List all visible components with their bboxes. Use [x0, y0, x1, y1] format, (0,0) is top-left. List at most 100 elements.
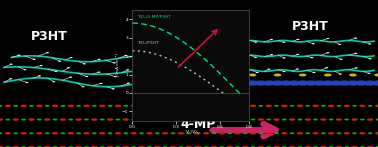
Circle shape: [194, 119, 199, 121]
Circle shape: [83, 132, 90, 135]
Circle shape: [204, 146, 209, 147]
Circle shape: [313, 80, 326, 86]
Circle shape: [9, 78, 12, 79]
Circle shape: [296, 39, 299, 40]
Circle shape: [349, 74, 357, 76]
Circle shape: [112, 88, 115, 90]
Circle shape: [131, 146, 136, 147]
Circle shape: [44, 118, 50, 121]
Circle shape: [267, 69, 270, 70]
Circle shape: [84, 146, 89, 147]
Circle shape: [92, 132, 97, 134]
Circle shape: [251, 119, 256, 121]
Circle shape: [352, 118, 358, 121]
Circle shape: [17, 55, 20, 56]
Circle shape: [367, 73, 370, 74]
Circle shape: [194, 105, 200, 107]
Circle shape: [0, 146, 3, 147]
Circle shape: [259, 105, 263, 107]
Circle shape: [281, 105, 287, 107]
Circle shape: [262, 80, 276, 86]
Circle shape: [282, 42, 285, 43]
Circle shape: [266, 119, 271, 121]
Circle shape: [249, 74, 256, 76]
Circle shape: [355, 80, 368, 86]
Circle shape: [83, 105, 90, 107]
Circle shape: [0, 118, 3, 121]
Circle shape: [58, 61, 61, 62]
Circle shape: [196, 105, 201, 107]
Circle shape: [242, 118, 248, 121]
Circle shape: [13, 105, 18, 107]
Circle shape: [336, 146, 342, 147]
Circle shape: [338, 80, 351, 86]
Circle shape: [53, 146, 57, 147]
Circle shape: [76, 146, 82, 147]
Circle shape: [266, 146, 271, 147]
Circle shape: [321, 105, 326, 107]
Circle shape: [344, 146, 349, 147]
Circle shape: [258, 146, 264, 147]
Circle shape: [376, 146, 378, 147]
Circle shape: [283, 71, 286, 72]
Circle shape: [131, 119, 136, 121]
Text: TiO₂/P3HT: TiO₂/P3HT: [137, 41, 158, 45]
Circle shape: [107, 146, 113, 147]
Circle shape: [5, 119, 10, 121]
Circle shape: [85, 76, 88, 77]
Circle shape: [130, 105, 137, 107]
Circle shape: [368, 132, 373, 134]
Circle shape: [195, 146, 201, 147]
Circle shape: [67, 67, 70, 68]
Circle shape: [76, 118, 82, 121]
Circle shape: [68, 146, 73, 147]
Circle shape: [10, 64, 13, 65]
Circle shape: [336, 118, 342, 121]
Circle shape: [139, 132, 144, 134]
Circle shape: [126, 69, 129, 70]
Circle shape: [155, 132, 160, 134]
Circle shape: [339, 74, 342, 75]
Circle shape: [270, 39, 273, 40]
Circle shape: [325, 67, 328, 68]
Circle shape: [312, 43, 315, 44]
Circle shape: [127, 82, 130, 84]
Circle shape: [360, 119, 365, 121]
Circle shape: [20, 132, 27, 135]
Circle shape: [52, 132, 58, 135]
Circle shape: [290, 105, 294, 107]
Circle shape: [108, 105, 113, 107]
Circle shape: [273, 118, 280, 121]
Circle shape: [137, 59, 140, 60]
Circle shape: [227, 105, 232, 107]
Circle shape: [242, 146, 248, 147]
Circle shape: [158, 78, 161, 79]
Circle shape: [227, 132, 232, 134]
Circle shape: [321, 132, 326, 134]
Circle shape: [225, 57, 228, 58]
Circle shape: [213, 67, 216, 68]
Circle shape: [196, 132, 201, 134]
Circle shape: [162, 132, 168, 135]
Circle shape: [178, 132, 184, 135]
Circle shape: [226, 118, 233, 121]
Circle shape: [239, 54, 242, 55]
Circle shape: [242, 40, 245, 41]
Circle shape: [313, 72, 316, 73]
Circle shape: [212, 53, 215, 54]
Circle shape: [367, 118, 373, 121]
Circle shape: [25, 82, 28, 83]
Circle shape: [20, 105, 27, 107]
Circle shape: [138, 118, 145, 121]
Circle shape: [243, 132, 248, 134]
Circle shape: [46, 52, 49, 53]
Circle shape: [274, 74, 281, 76]
Circle shape: [297, 105, 303, 107]
Circle shape: [340, 59, 343, 60]
Circle shape: [163, 146, 167, 147]
Circle shape: [289, 146, 295, 147]
Circle shape: [360, 146, 365, 147]
Circle shape: [156, 65, 159, 66]
Circle shape: [139, 105, 144, 107]
Circle shape: [282, 146, 287, 147]
